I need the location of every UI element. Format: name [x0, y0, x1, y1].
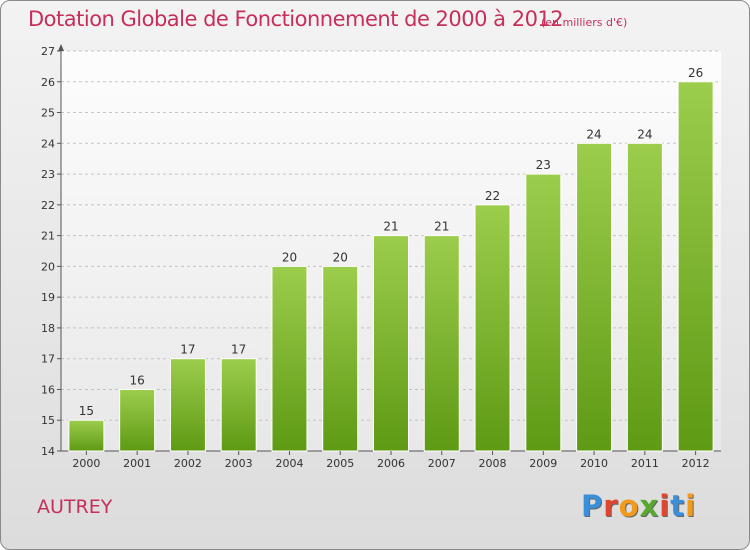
x-tick-label: 2009 — [529, 457, 557, 470]
y-tick-label: 27 — [41, 45, 55, 58]
logo-letter: r — [603, 489, 619, 523]
x-tick-label: 2003 — [225, 457, 253, 470]
data-label: 24 — [586, 127, 601, 141]
data-label: 17 — [231, 343, 246, 357]
x-tick-label: 2001 — [123, 457, 151, 470]
data-label: 20 — [282, 250, 297, 264]
bar — [423, 235, 460, 452]
data-label: 21 — [383, 220, 398, 234]
y-tick-label: 16 — [41, 383, 55, 396]
x-tick-label: 2010 — [580, 457, 608, 470]
logo-letter: t — [670, 489, 686, 523]
logo-letter: i — [685, 489, 697, 523]
data-label: 17 — [180, 343, 195, 357]
bar — [119, 388, 156, 452]
y-tick-label: 23 — [41, 168, 55, 181]
bar — [525, 173, 562, 452]
x-tick-label: 2006 — [377, 457, 405, 470]
chart-unit: (en milliers d'€) — [541, 16, 628, 29]
y-tick-label: 17 — [41, 353, 55, 366]
y-tick-label: 26 — [41, 76, 55, 89]
x-tick-label: 2004 — [275, 457, 303, 470]
y-tick-label: 19 — [41, 291, 55, 304]
logo-letter: P — [581, 489, 604, 523]
x-tick-label: 2008 — [479, 457, 507, 470]
y-tick-label: 21 — [41, 230, 55, 243]
x-tick-label: 2002 — [174, 457, 202, 470]
y-tick-label: 24 — [41, 137, 55, 150]
y-axis-arrow — [58, 44, 64, 51]
y-tick-label: 25 — [41, 107, 55, 120]
logo-letter: x — [639, 489, 660, 523]
data-label: 20 — [333, 250, 348, 264]
data-label: 26 — [688, 66, 703, 80]
bar — [220, 358, 257, 452]
bar — [68, 419, 105, 452]
bar — [271, 265, 308, 452]
data-label: 16 — [130, 373, 145, 387]
data-label: 24 — [637, 127, 652, 141]
logo-letter: i — [659, 489, 671, 523]
y-tick-label: 15 — [41, 414, 55, 427]
bar — [373, 235, 409, 452]
commune-name: AUTREY — [37, 496, 113, 518]
data-label: 21 — [434, 220, 449, 234]
bar — [322, 265, 359, 452]
bar — [626, 142, 663, 452]
data-label: 22 — [485, 189, 500, 203]
x-tick-label: 2005 — [326, 457, 354, 470]
data-label: 15 — [79, 404, 94, 418]
bar — [576, 142, 613, 452]
proxiti-logo: Proxiti — [581, 489, 696, 523]
x-tick-label: 2011 — [631, 457, 659, 470]
x-tick-label: 2007 — [428, 457, 456, 470]
chart-title: Dotation Globale de Fonctionnement de 20… — [28, 7, 564, 31]
y-tick-label: 22 — [41, 199, 55, 212]
data-label: 23 — [536, 158, 551, 172]
y-tick-label: 14 — [41, 445, 55, 458]
bar — [677, 81, 714, 452]
x-tick-label: 2012 — [682, 457, 710, 470]
x-tick-label: 2000 — [72, 457, 100, 470]
y-tick-label: 20 — [41, 260, 55, 273]
bar — [169, 358, 206, 452]
logo-letter: o — [618, 489, 640, 523]
bar — [474, 204, 511, 452]
y-tick-label: 18 — [41, 322, 55, 335]
